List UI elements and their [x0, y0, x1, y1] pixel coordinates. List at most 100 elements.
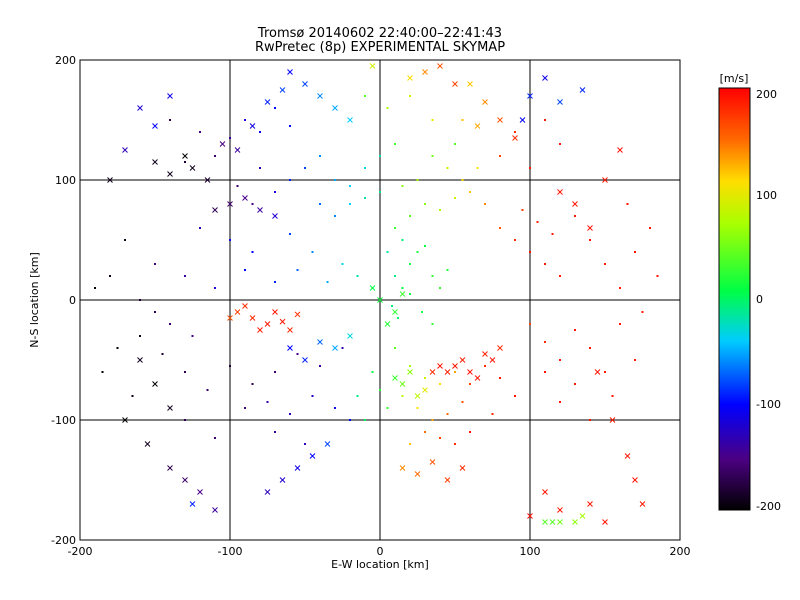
scatter-point — [319, 365, 321, 367]
scatter-marker-x — [189, 165, 196, 171]
scatter-point — [184, 371, 186, 373]
scatter-point — [529, 323, 531, 325]
scatter-point — [244, 407, 246, 409]
scatter-point — [454, 143, 456, 145]
scatter-point — [469, 383, 471, 385]
scatter-marker-x — [264, 321, 271, 327]
scatter-marker-x — [632, 477, 638, 483]
scatter-marker-x — [467, 81, 473, 87]
scatter-marker-x — [287, 345, 293, 351]
scatter-point — [551, 233, 554, 235]
scatter-marker-x — [279, 87, 286, 93]
scatter-marker-x — [287, 327, 293, 333]
scatter-marker-x — [294, 465, 301, 471]
scatter-point — [394, 143, 396, 145]
scatter-point — [161, 353, 164, 355]
scatter-marker-x — [557, 519, 563, 525]
scatter-point — [401, 239, 404, 241]
scatter-point — [619, 287, 621, 289]
scatter-marker-x — [167, 405, 173, 411]
scatter-point — [559, 359, 561, 361]
scatter-point — [289, 413, 291, 415]
scatter-marker-x — [287, 69, 293, 75]
scatter-marker-x — [579, 87, 586, 93]
scatter-point — [391, 305, 393, 307]
scatter-point — [289, 233, 291, 235]
scatter-marker-x — [144, 441, 151, 447]
scatter-marker-x — [602, 519, 608, 525]
scatter-marker-x — [422, 387, 428, 393]
scatter-point — [401, 395, 404, 397]
scatter-marker-x — [474, 375, 481, 381]
scatter-point — [439, 209, 441, 211]
scatter-marker-x — [279, 318, 286, 325]
scatter-marker-x — [414, 471, 421, 477]
scatter-marker-x — [182, 153, 188, 159]
scatter-marker-x — [422, 69, 428, 75]
scatter-point — [589, 347, 591, 349]
scatter-marker-x — [219, 141, 226, 147]
scatter-marker-x — [572, 201, 578, 207]
scatter-point — [289, 179, 291, 181]
scatter-point — [439, 287, 441, 289]
colorbar-tick-label: 0 — [756, 293, 763, 306]
x-axis-label: E-W location [km] — [331, 558, 429, 571]
scatter-marker-x — [639, 501, 646, 507]
scatter-marker-x — [542, 519, 548, 525]
scatter-point — [274, 281, 276, 283]
scatter-marker-x — [249, 315, 256, 321]
y-tick-label: 0 — [69, 294, 76, 307]
scatter-point — [311, 251, 314, 253]
scatter-marker-x — [242, 195, 248, 201]
scatter-point — [446, 269, 449, 271]
scatter-marker-x — [317, 339, 323, 345]
scatter-marker-x — [587, 501, 593, 507]
scatter-marker-x — [152, 123, 158, 129]
y-axis-label: N-S location [km] — [28, 252, 41, 348]
scatter-marker-x — [234, 147, 241, 153]
scatter-marker-x — [197, 489, 203, 495]
scatter-point — [476, 167, 479, 169]
scatter-marker-x — [459, 357, 466, 363]
scatter-point — [206, 389, 209, 391]
scatter-marker-x — [212, 207, 218, 213]
colorbar-tick-label: 100 — [756, 189, 777, 202]
scatter-marker-x — [107, 177, 113, 183]
scatter-point — [529, 167, 531, 169]
y-tick-label: 200 — [55, 54, 76, 67]
scatter-point — [379, 389, 381, 391]
scatter-point — [169, 323, 171, 325]
scatter-marker-x — [204, 177, 211, 183]
scatter-point — [544, 263, 546, 265]
scatter-point — [604, 371, 606, 373]
scatter-point — [544, 119, 546, 121]
y-tick-label: 100 — [55, 174, 76, 187]
scatter-point — [184, 275, 186, 277]
scatter-marker-x — [264, 489, 271, 495]
scatter-point — [461, 119, 464, 121]
scatter-marker-x — [542, 489, 548, 495]
scatter-point — [251, 383, 254, 385]
scatter-point — [139, 299, 141, 301]
scatter-point — [491, 413, 494, 415]
scatter-point — [409, 365, 411, 367]
scatter-marker-x — [527, 93, 533, 99]
scatter-marker-x — [167, 465, 173, 471]
scatter-marker-x — [459, 465, 466, 471]
scatter-point — [214, 437, 216, 439]
x-tick-labels: -200 -100 0 100 200 — [68, 545, 691, 558]
scatter-marker-x — [414, 393, 421, 399]
scatter-point — [259, 167, 261, 169]
scatter-marker-x — [437, 363, 443, 369]
scatter-marker-x — [347, 117, 353, 123]
scatter-point — [544, 341, 546, 343]
scatter-point — [139, 335, 141, 337]
scatter-point — [499, 227, 501, 229]
scatter-point — [484, 203, 486, 205]
scatter-point — [409, 215, 411, 217]
scatter-point — [401, 185, 404, 187]
scatter-marker-x — [519, 117, 526, 123]
x-tick-label: -200 — [68, 545, 93, 558]
scatter-marker-x — [302, 357, 308, 363]
